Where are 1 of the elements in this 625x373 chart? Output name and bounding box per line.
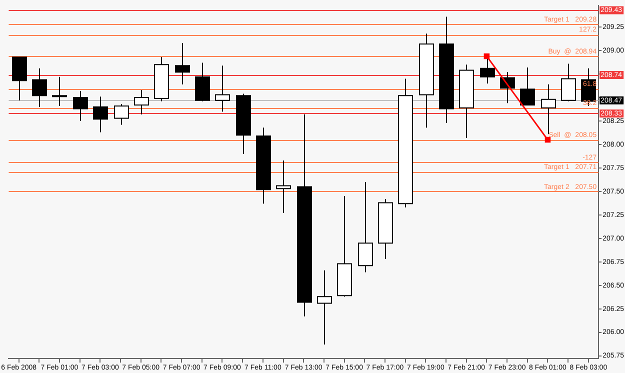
candlestick [561,63,576,102]
